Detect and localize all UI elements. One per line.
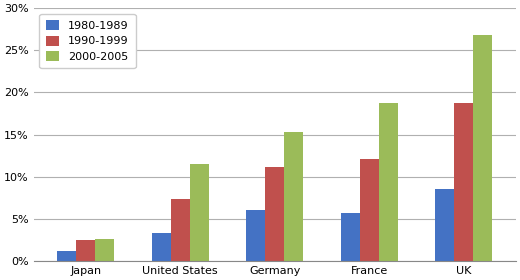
Bar bbox=[454, 102, 473, 261]
Bar bbox=[360, 159, 379, 261]
Bar bbox=[246, 210, 265, 261]
Bar bbox=[57, 251, 76, 261]
Bar bbox=[284, 132, 303, 261]
Legend: 1980-1989, 1990-1999, 2000-2005: 1980-1989, 1990-1999, 2000-2005 bbox=[40, 14, 136, 68]
Bar bbox=[379, 102, 398, 261]
Bar bbox=[152, 233, 171, 261]
Bar bbox=[190, 164, 209, 261]
Bar bbox=[473, 35, 492, 261]
Bar bbox=[171, 199, 190, 261]
Bar bbox=[341, 213, 360, 261]
Bar bbox=[76, 240, 95, 261]
Bar bbox=[265, 167, 284, 261]
Bar bbox=[435, 189, 454, 261]
Bar bbox=[95, 239, 114, 261]
